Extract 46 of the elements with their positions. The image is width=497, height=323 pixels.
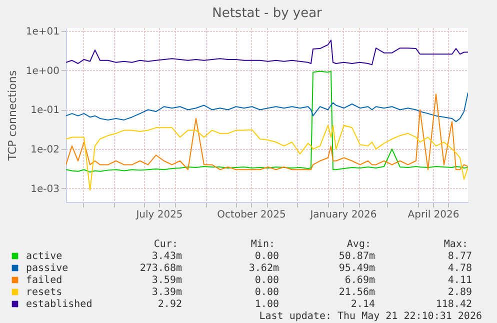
x-tick-label: April 2026 (408, 210, 460, 220)
text: 3.39m (152, 287, 182, 298)
text: 273.68m (140, 263, 182, 274)
line-series (66, 124, 468, 191)
text: 3.62m (248, 263, 279, 274)
text: 95.49m (338, 263, 375, 274)
text: 2.89 (448, 287, 472, 298)
text: 1.00 (254, 299, 279, 310)
x-tick-label: January 2026 (309, 210, 377, 220)
text: 3.43m (152, 251, 182, 262)
line-series (66, 94, 468, 170)
text: Last update: Thu May 21 22:10:31 2026 (259, 311, 482, 322)
y-tick-label: 1e-03 (30, 184, 60, 195)
text: 3.59m (152, 275, 182, 286)
text: 118.42 (436, 299, 472, 310)
text: 21.56m (338, 287, 375, 298)
legend-label: active (26, 251, 62, 262)
text: 2.14 (350, 299, 375, 310)
text: Avg: (346, 239, 371, 250)
y-tick-label: 1e-01 (30, 105, 60, 116)
text: 4.78 (448, 263, 472, 274)
legend-label: resets (26, 287, 62, 298)
x-tick-label: July 2025 (135, 210, 183, 220)
y-tick-label: 1e+00 (26, 66, 60, 77)
chart-title: Netstat - by year (212, 6, 323, 22)
line-series (66, 92, 468, 122)
legend-label: failed (26, 275, 62, 286)
line-series (66, 40, 468, 66)
text: 2.92 (158, 299, 182, 310)
text: 6.69m (344, 275, 375, 286)
y-axis-title: TCP connections (6, 70, 19, 162)
text: 0.00 (254, 287, 279, 298)
text: 4.11 (448, 275, 472, 286)
text: 0.00 (254, 251, 279, 262)
line-series (66, 70, 468, 173)
legend-label: established (26, 299, 92, 310)
legend-label: passive (26, 263, 68, 274)
y-tick-label: 1e-02 (30, 144, 60, 156)
text: 8.77 (448, 251, 472, 262)
y-tick-label: 1e+01 (26, 26, 60, 38)
text: Max: (444, 239, 468, 250)
text: Min: (250, 239, 275, 250)
text: Cur: (154, 239, 178, 250)
x-tick-label: October 2025 (217, 210, 286, 220)
text: 0.00 (254, 275, 279, 286)
text: 50.87m (338, 251, 375, 262)
